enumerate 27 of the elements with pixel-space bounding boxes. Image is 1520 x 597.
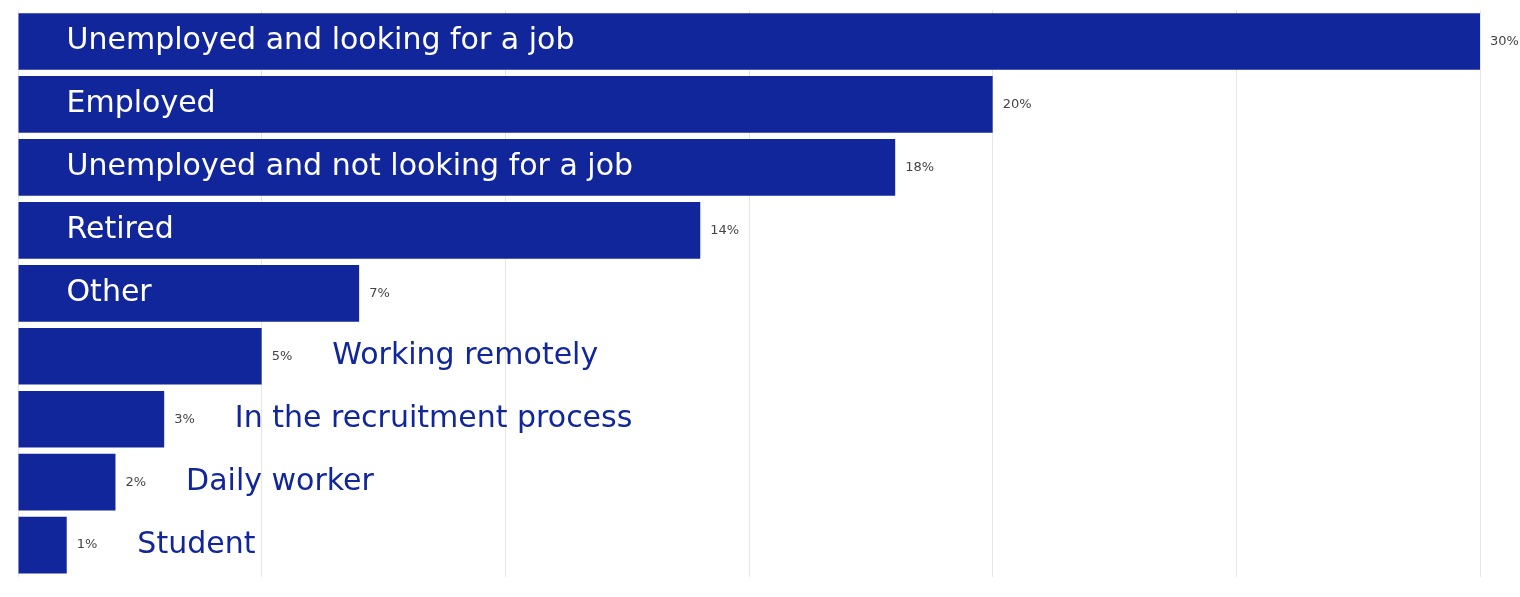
data-label: 1% [76, 536, 98, 552]
bar [18, 76, 993, 133]
y-tick-label: Other [66, 273, 153, 309]
data-label: 7% [369, 284, 390, 300]
bar [18, 264, 360, 322]
y-tick-label: Employed [66, 84, 216, 120]
y-tick-label: Working remotely [332, 336, 599, 372]
y-tick-label: Unemployed and looking for a job [66, 21, 575, 57]
data-label: 14% [710, 221, 740, 237]
bar [18, 390, 165, 448]
bar [18, 202, 701, 259]
y-tick-label: Unemployed and not looking for a job [66, 147, 634, 183]
data-label: 3% [174, 410, 195, 426]
data-label: 2% [125, 473, 147, 489]
data-label: 30% [1490, 32, 1519, 48]
bar [18, 453, 116, 511]
data-label: 5% [271, 347, 293, 363]
data-label: 20% [1002, 95, 1032, 111]
y-tick-label: Daily worker [186, 461, 375, 497]
bar [18, 327, 262, 385]
y-tick-label: Retired [66, 210, 174, 246]
data-label: 18% [905, 158, 935, 174]
y-tick-label: Student [137, 524, 256, 560]
bar [18, 516, 67, 574]
bar [18, 13, 1480, 70]
y-tick-label: In the recruitment process [234, 399, 633, 435]
bar [18, 139, 896, 196]
